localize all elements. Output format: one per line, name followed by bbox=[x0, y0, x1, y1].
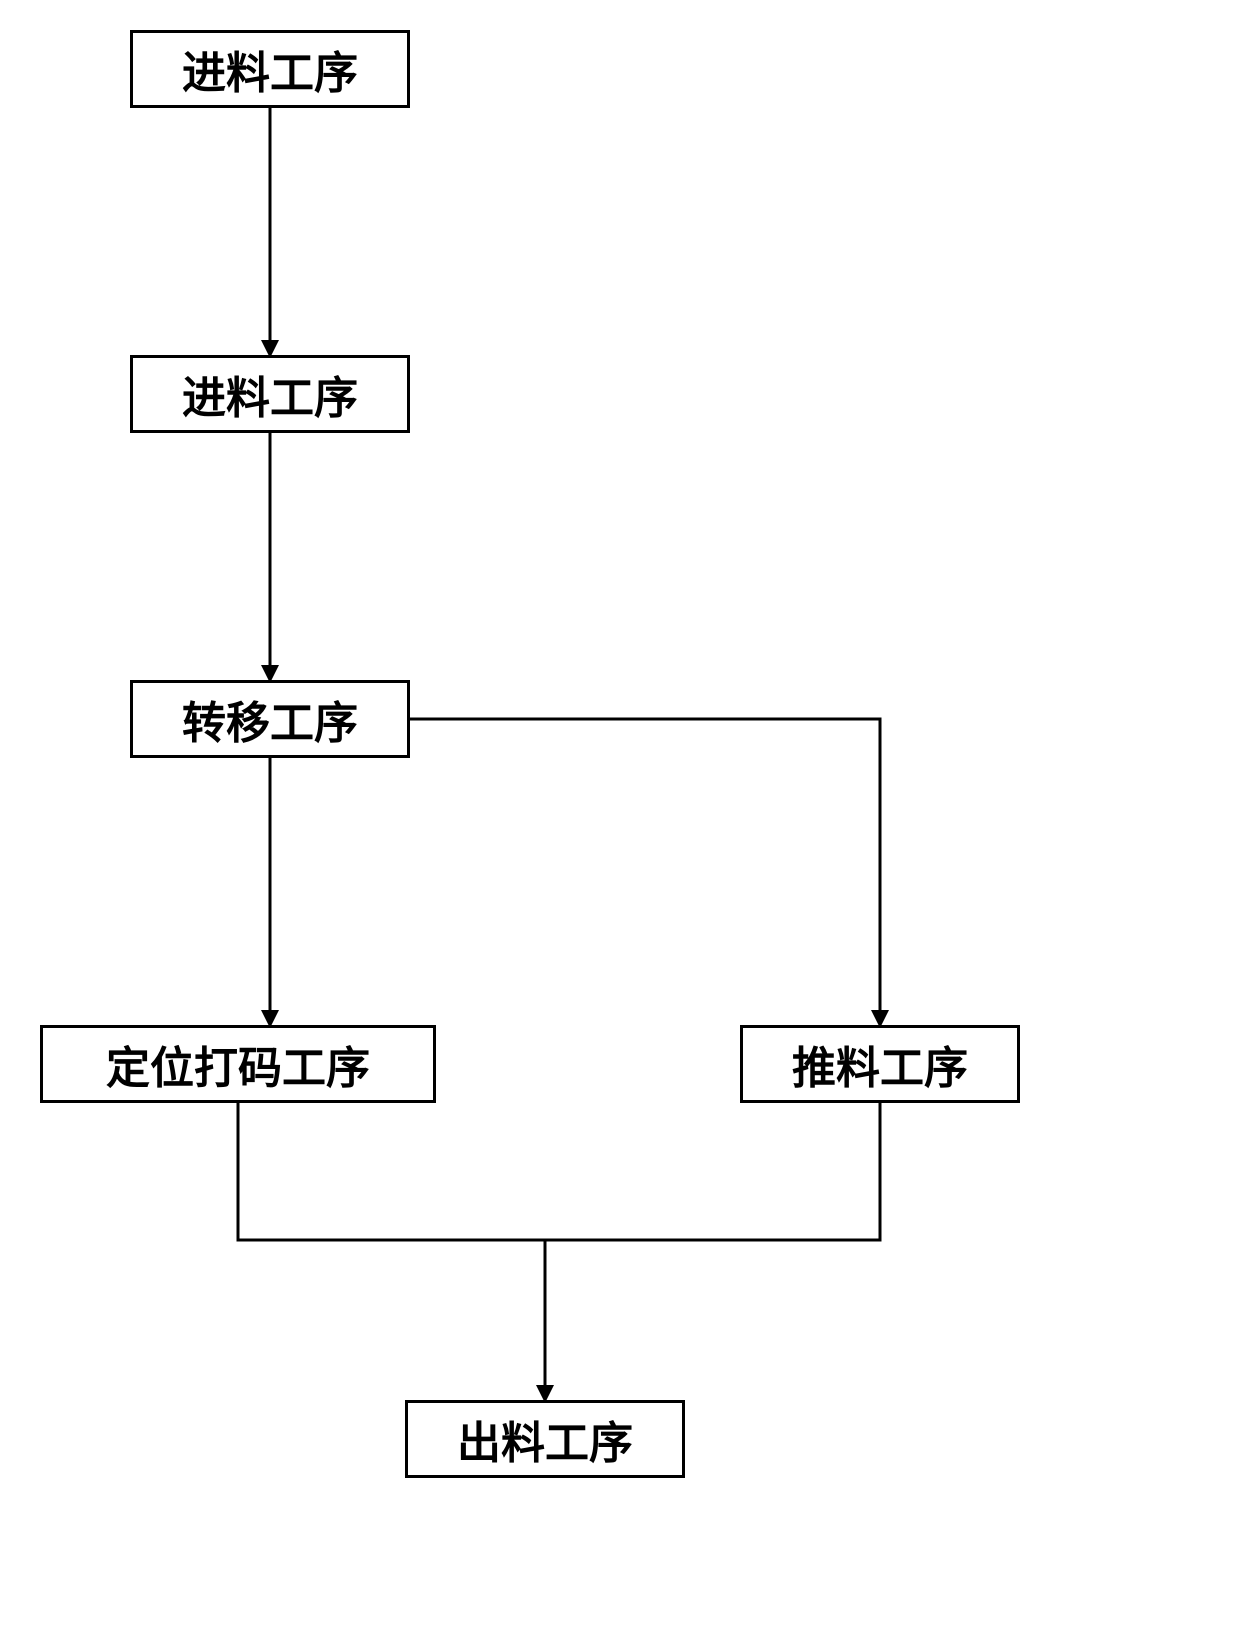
node-label: 推料工序 bbox=[792, 1032, 968, 1096]
node-label: 定位打码工序 bbox=[106, 1032, 370, 1096]
flow-node-position-code: 定位打码工序 bbox=[40, 1025, 436, 1103]
node-label: 进料工序 bbox=[182, 37, 358, 101]
flow-node-feed-1: 进料工序 bbox=[130, 30, 410, 108]
flow-node-push: 推料工序 bbox=[740, 1025, 1020, 1103]
flow-node-transfer: 转移工序 bbox=[130, 680, 410, 758]
flow-node-output: 出料工序 bbox=[405, 1400, 685, 1478]
node-label: 出料工序 bbox=[457, 1407, 633, 1471]
node-label: 进料工序 bbox=[182, 362, 358, 426]
node-label: 转移工序 bbox=[182, 687, 358, 751]
flow-node-feed-2: 进料工序 bbox=[130, 355, 410, 433]
